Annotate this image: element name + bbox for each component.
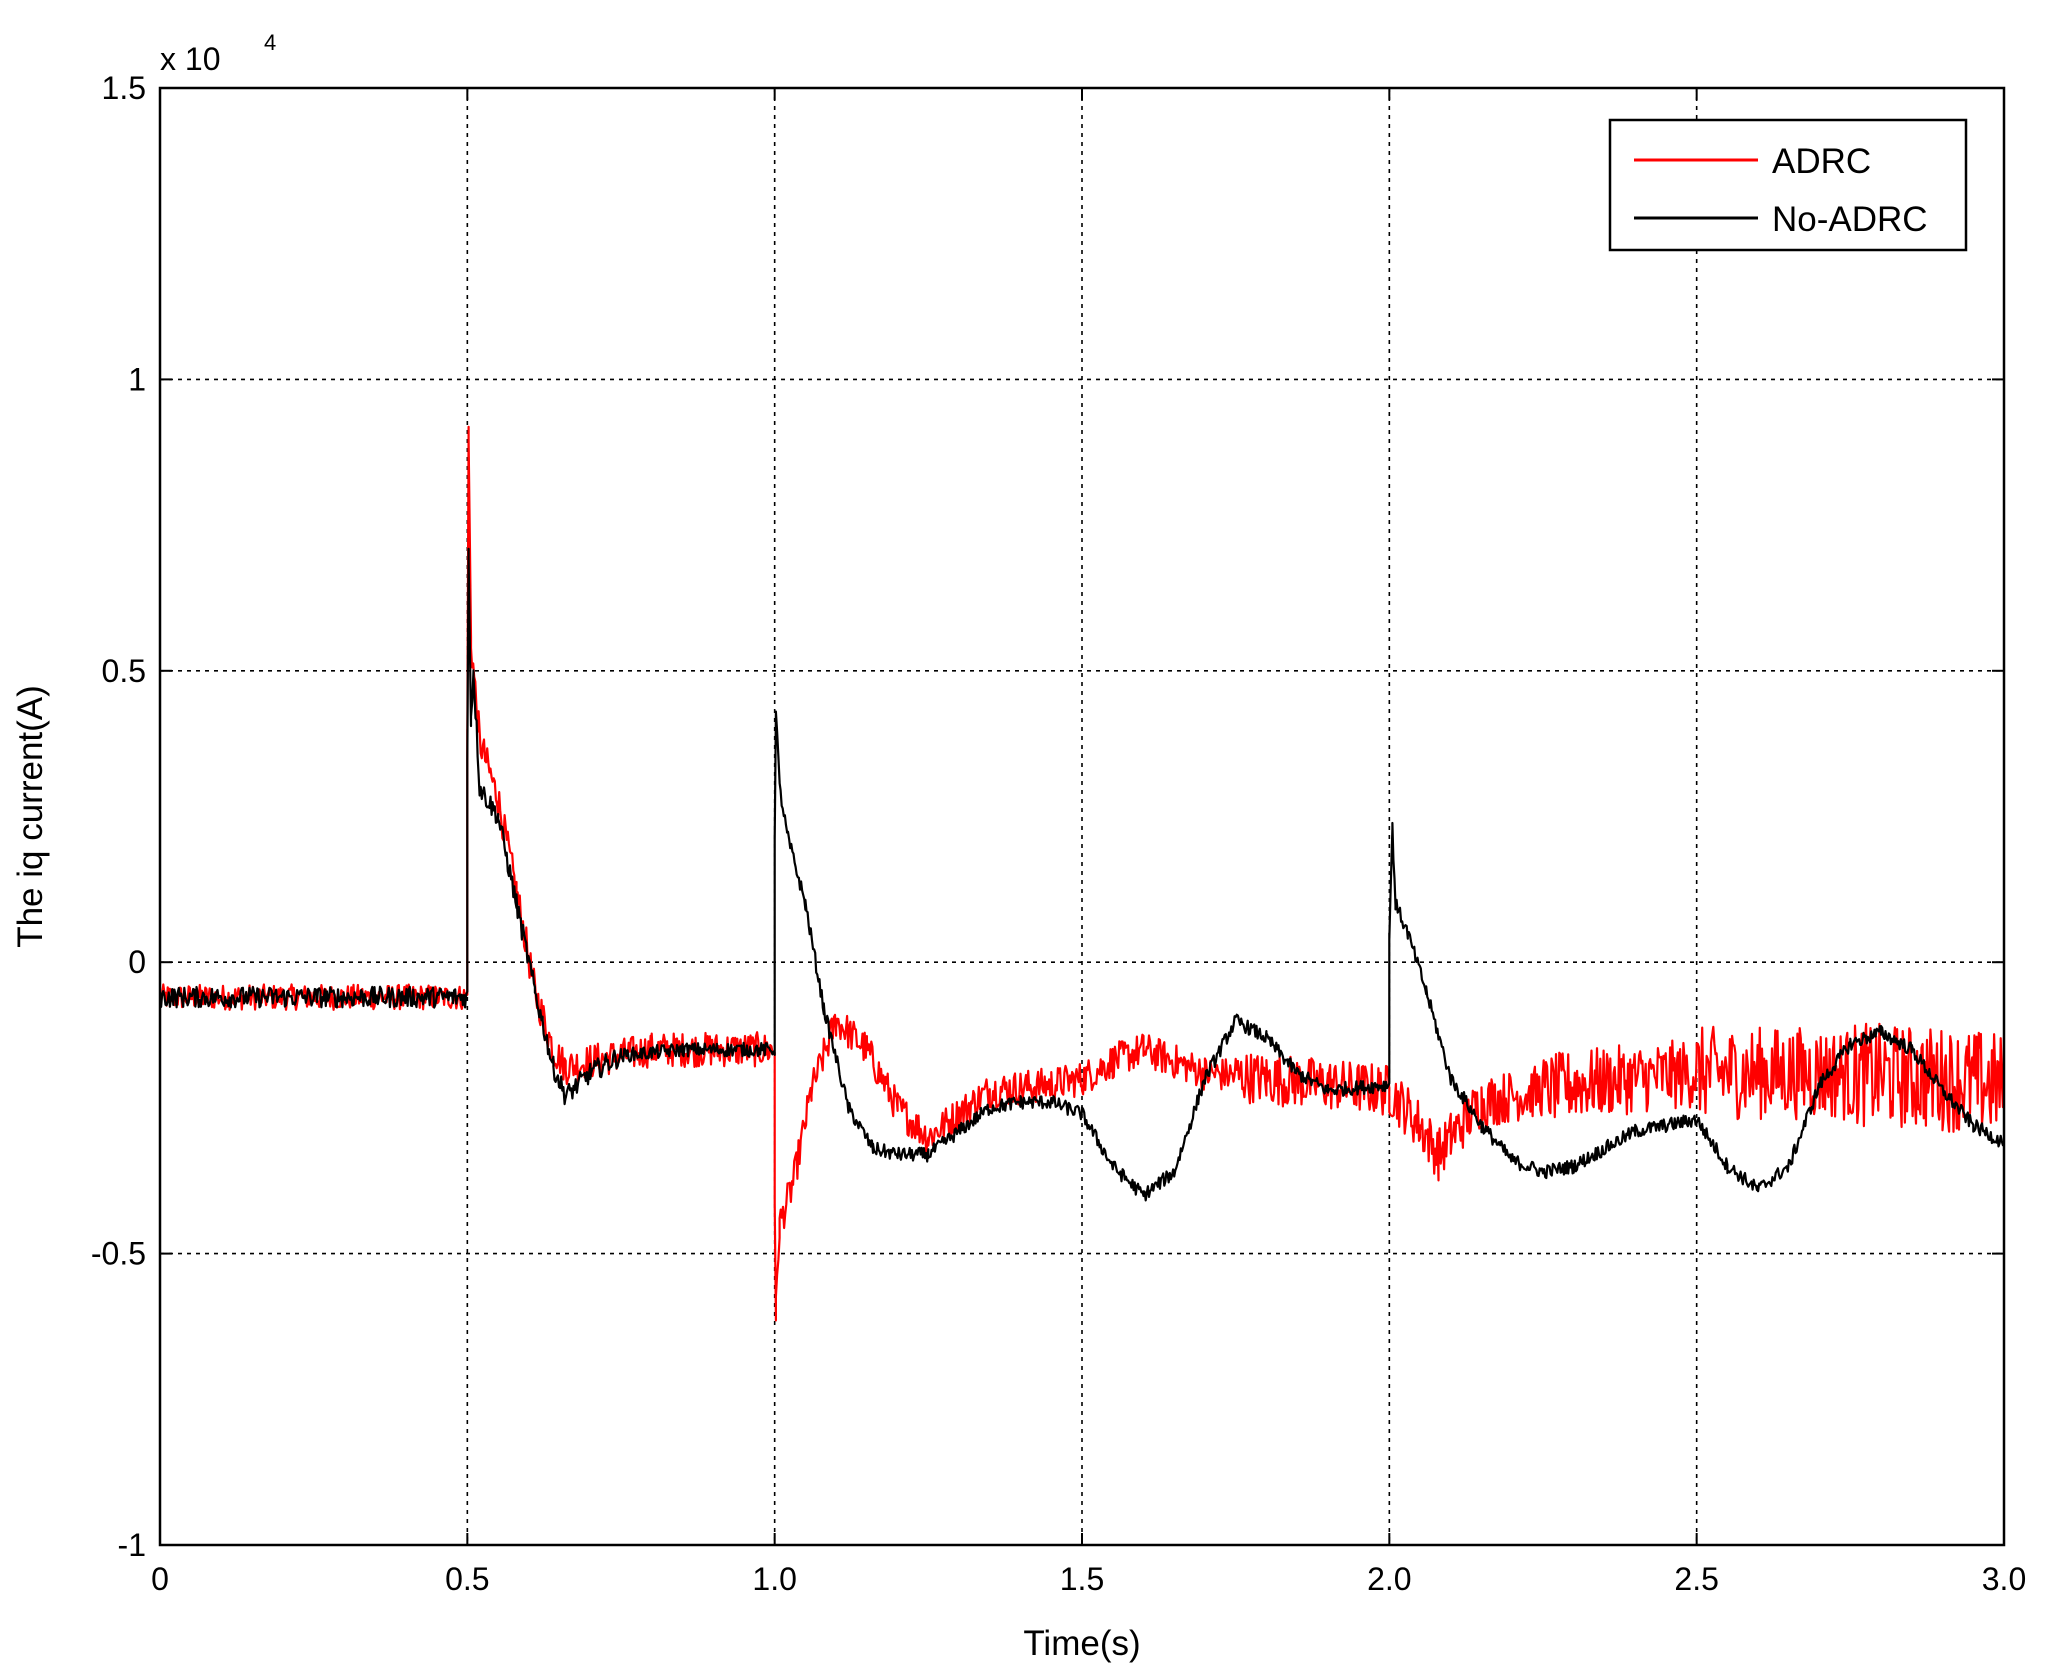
x-tick-labels: 0 0.5 1.0 1.5 2.0 2.5 3.0: [151, 1561, 2026, 1597]
x-tick-label: 2.5: [1674, 1561, 1718, 1597]
plot-area: [160, 425, 2004, 1322]
legend-label-no-adrc: No-ADRC: [1772, 200, 1928, 239]
legend: ADRC No-ADRC: [1608, 118, 1968, 252]
y-tick-labels: -1 -0.5 0 0.5 1 1.5: [91, 70, 146, 1563]
x-tick-label: 0.5: [445, 1561, 489, 1597]
y-tick-label: 1.5: [102, 70, 146, 106]
y-tick-label: -0.5: [91, 1236, 146, 1272]
y-tick-label: 0.5: [102, 653, 146, 689]
x-tick-label: 3.0: [1982, 1561, 2026, 1597]
legend-box: [1608, 118, 1968, 252]
x-axis-title: Time(s): [1023, 1624, 1140, 1663]
axis-ticks: [159, 87, 2005, 1546]
y-axis-title: The iq current(A): [11, 685, 50, 948]
series-line-no-adrc: [160, 547, 2004, 1202]
x-tick-label: 0: [151, 1561, 169, 1597]
y-axis-multiplier: x 10: [160, 41, 220, 77]
y-tick-label: 0: [128, 944, 146, 980]
series-line-adrc: [160, 425, 2004, 1322]
y-axis-multiplier-exponent: 4: [264, 30, 276, 55]
y-tick-label: -1: [118, 1527, 146, 1563]
x-tick-label: 1.0: [752, 1561, 796, 1597]
y-tick-label: 1: [128, 361, 146, 397]
x-tick-label: 1.5: [1060, 1561, 1104, 1597]
legend-label-adrc: ADRC: [1772, 142, 1871, 181]
x-tick-label: 2.0: [1367, 1561, 1411, 1597]
